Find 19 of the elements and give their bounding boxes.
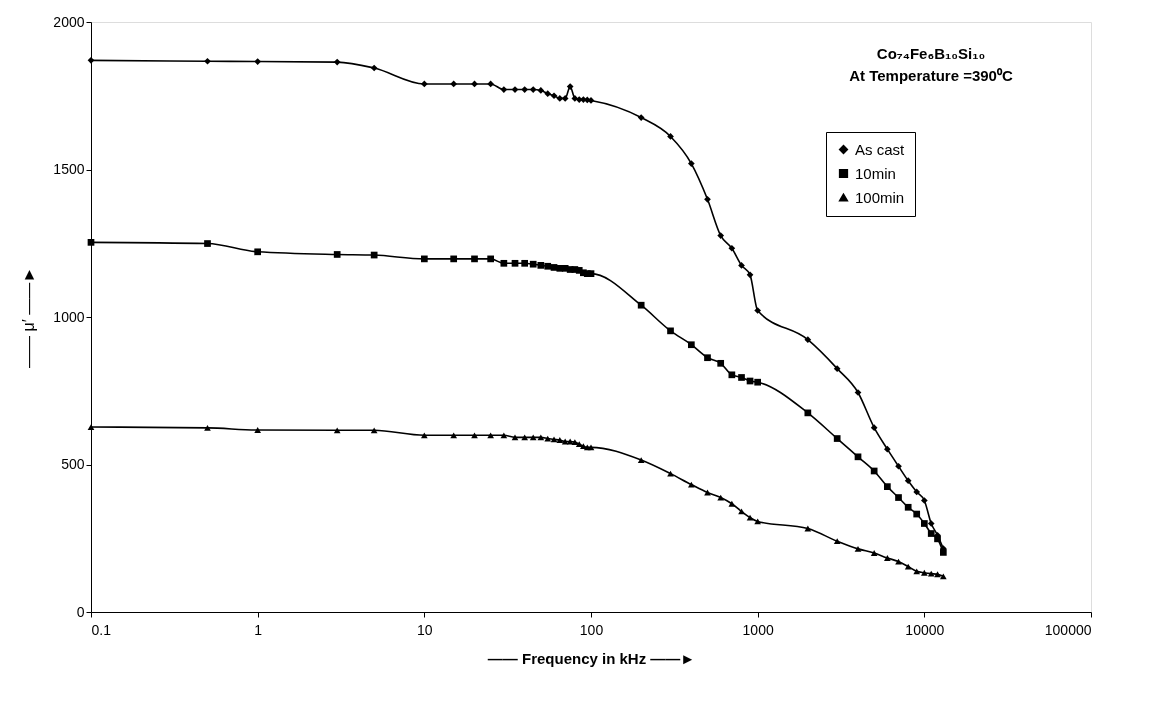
- y-tick-label: 1500: [53, 161, 85, 177]
- annotation: At Temperature =390⁰C: [849, 67, 1013, 84]
- y-tick-label: 500: [61, 456, 85, 472]
- legend-label: 10min: [855, 164, 896, 182]
- y-axis-title: —— μ′ ——►: [20, 267, 38, 368]
- x-tick-label: 1: [254, 621, 263, 638]
- x-axis-title: —— Frequency in kHz ——►: [487, 649, 696, 667]
- annotation: Co₇₄Fe₆B₁₀Si₁₀: [876, 45, 986, 62]
- y-tick-label: 1000: [53, 308, 85, 325]
- x-tick-label: 10000: [905, 621, 945, 638]
- x-tick-label: 100000: [1044, 621, 1092, 638]
- y-tick-label: 2000: [53, 13, 85, 30]
- x-tick-label: 0.1: [91, 621, 112, 638]
- y-tick-label: 0: [76, 603, 85, 620]
- legend-label: 100min: [855, 188, 905, 206]
- x-tick-label: 100: [579, 621, 604, 638]
- x-tick-label: 10: [417, 621, 433, 638]
- x-tick-label: 1000: [742, 621, 774, 638]
- legend-label: As cast: [855, 140, 906, 158]
